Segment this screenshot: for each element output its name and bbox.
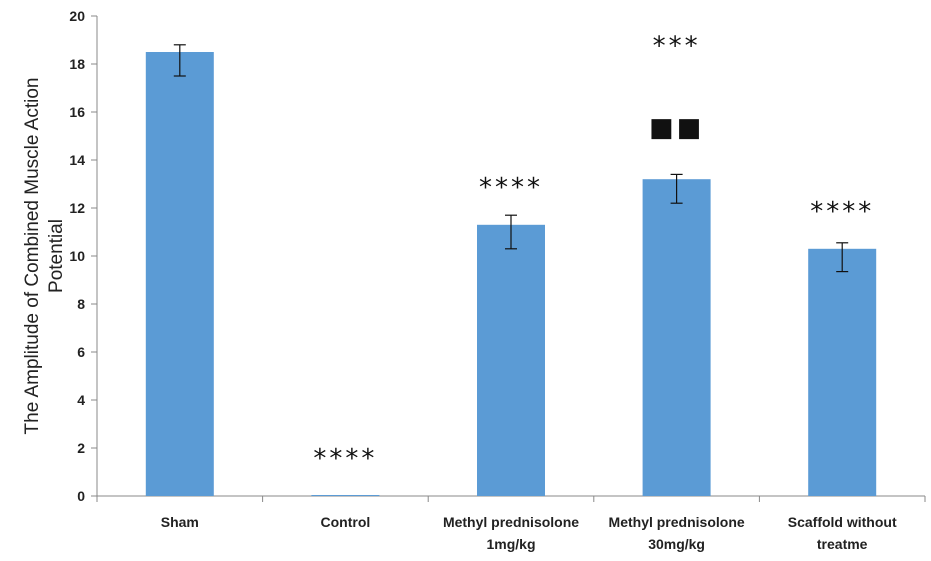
x-category-label: Methyl prednisolone bbox=[609, 514, 745, 530]
bar bbox=[311, 495, 380, 496]
y-axis-title-line: Potential bbox=[46, 219, 67, 293]
error-bar bbox=[505, 214, 517, 250]
significance-marker: *** bbox=[653, 31, 701, 61]
significance-marker: ■■ bbox=[649, 113, 704, 143]
y-axis-label: The Amplitude of Combined Muscle Action P… bbox=[22, 78, 67, 435]
bars bbox=[145, 52, 877, 497]
bar bbox=[145, 52, 214, 496]
y-tick-label: 4 bbox=[77, 392, 85, 408]
significance-marker: **** bbox=[479, 173, 543, 203]
bar bbox=[642, 179, 711, 496]
bar bbox=[477, 224, 545, 497]
y-tick-label: 2 bbox=[77, 440, 85, 456]
x-category-label: 30mg/kg bbox=[648, 536, 705, 552]
y-axis-title-line: The Amplitude of Combined Muscle Action bbox=[22, 78, 43, 435]
y-tick-label: 6 bbox=[77, 344, 85, 360]
x-category-label: Sham bbox=[161, 514, 199, 530]
y-tick-label: 10 bbox=[69, 248, 85, 264]
x-category-label: 1mg/kg bbox=[486, 536, 535, 552]
error-bar bbox=[173, 44, 186, 77]
y-tick-label: 0 bbox=[77, 488, 85, 504]
error-bars bbox=[173, 44, 849, 273]
significance-marker: **** bbox=[810, 197, 874, 227]
x-category-label: Control bbox=[321, 514, 371, 530]
x-category-label: Methyl prednisolone bbox=[443, 514, 579, 530]
y-tick-label: 14 bbox=[69, 152, 85, 168]
y-tick-label: 12 bbox=[69, 200, 85, 216]
significance-marker: **** bbox=[313, 444, 377, 474]
y-tick-label: 8 bbox=[77, 296, 85, 312]
significance-annotations: ***********■■**** bbox=[313, 31, 874, 474]
x-axis: Sham Control Methyl prednisolone 1mg/kg Meth… bbox=[96, 495, 926, 552]
y-tick-label: 18 bbox=[69, 56, 85, 72]
x-category-label: Scaffold without bbox=[788, 514, 897, 530]
y-tick-label: 16 bbox=[69, 104, 85, 120]
error-bar bbox=[836, 242, 849, 273]
error-bar bbox=[670, 173, 683, 204]
x-category-label: treatme bbox=[817, 536, 868, 552]
bar bbox=[808, 248, 877, 496]
y-tick-label: 20 bbox=[69, 8, 85, 24]
y-axis: 0 2 4 6 8 10 12 14 16 18 20 bbox=[69, 8, 98, 504]
